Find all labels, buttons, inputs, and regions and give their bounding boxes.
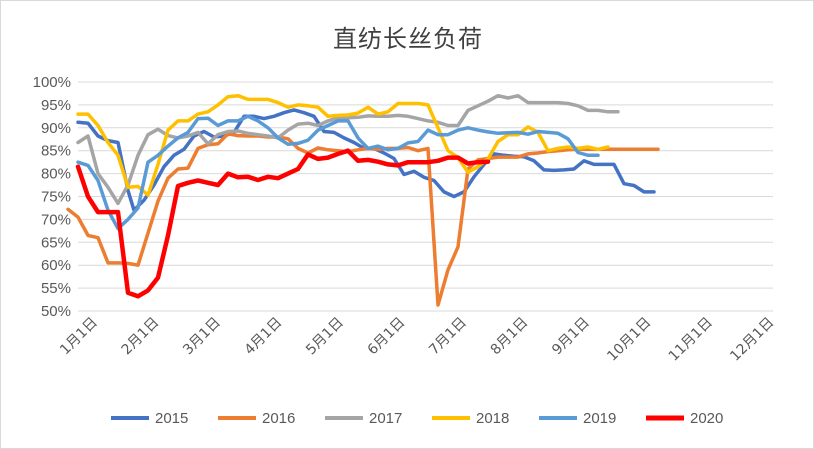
x-tick-label: 5月1日	[303, 315, 347, 359]
y-tick-label: 75%	[41, 189, 71, 206]
x-tick-label: 4月1日	[242, 315, 286, 359]
legend-label-2018: 2018	[476, 410, 509, 427]
y-tick-label: 60%	[41, 257, 71, 274]
x-tick-label: 7月1日	[426, 315, 470, 359]
x-tick-label: 10月1日	[604, 315, 654, 365]
legend-label-2015: 2015	[155, 410, 188, 427]
series-line-2019	[76, 114, 600, 231]
y-tick-label: 70%	[41, 211, 71, 228]
legend-label-2016: 2016	[262, 410, 295, 427]
legend-label-2020: 2020	[690, 410, 723, 427]
x-tick-label: 1月1日	[57, 315, 101, 359]
x-axis-ticks: 1月1日 2月1日 3月1日 4月1日 5月1日 6月1日 7月1日 8月1日 9月1日 10月1…	[57, 315, 777, 365]
gridlines	[78, 81, 773, 312]
y-tick-label: 80%	[41, 166, 71, 183]
y-tick-label: 100%	[33, 74, 71, 91]
y-tick-label: 90%	[41, 120, 71, 137]
series-line-2016	[66, 132, 660, 307]
series-line-2020	[75, 148, 491, 299]
y-tick-label: 50%	[41, 303, 71, 320]
y-axis-ticks: 50% 55% 60% 65% 70% 75% 80% 85% 90% 95% 100%	[33, 74, 71, 320]
legend: 2015 2016 2017 2018 2019 2020	[111, 410, 723, 427]
series-lines	[66, 93, 660, 307]
x-tick-label: 11月1日	[666, 315, 716, 365]
x-tick-label: 2月1日	[119, 315, 163, 359]
y-tick-label: 65%	[41, 234, 71, 251]
legend-label-2019: 2019	[583, 410, 616, 427]
y-tick-label: 85%	[41, 143, 71, 160]
x-tick-label: 8月1日	[488, 315, 532, 359]
y-tick-label: 55%	[41, 280, 71, 297]
chart-title: 直纺长丝负荷	[333, 25, 483, 53]
y-tick-label: 95%	[41, 97, 71, 114]
x-tick-label: 12月1日	[727, 315, 777, 365]
x-tick-label: 3月1日	[180, 315, 224, 359]
x-tick-label: 9月1日	[549, 315, 593, 359]
x-tick-label: 6月1日	[365, 315, 409, 359]
legend-label-2017: 2017	[369, 410, 402, 427]
